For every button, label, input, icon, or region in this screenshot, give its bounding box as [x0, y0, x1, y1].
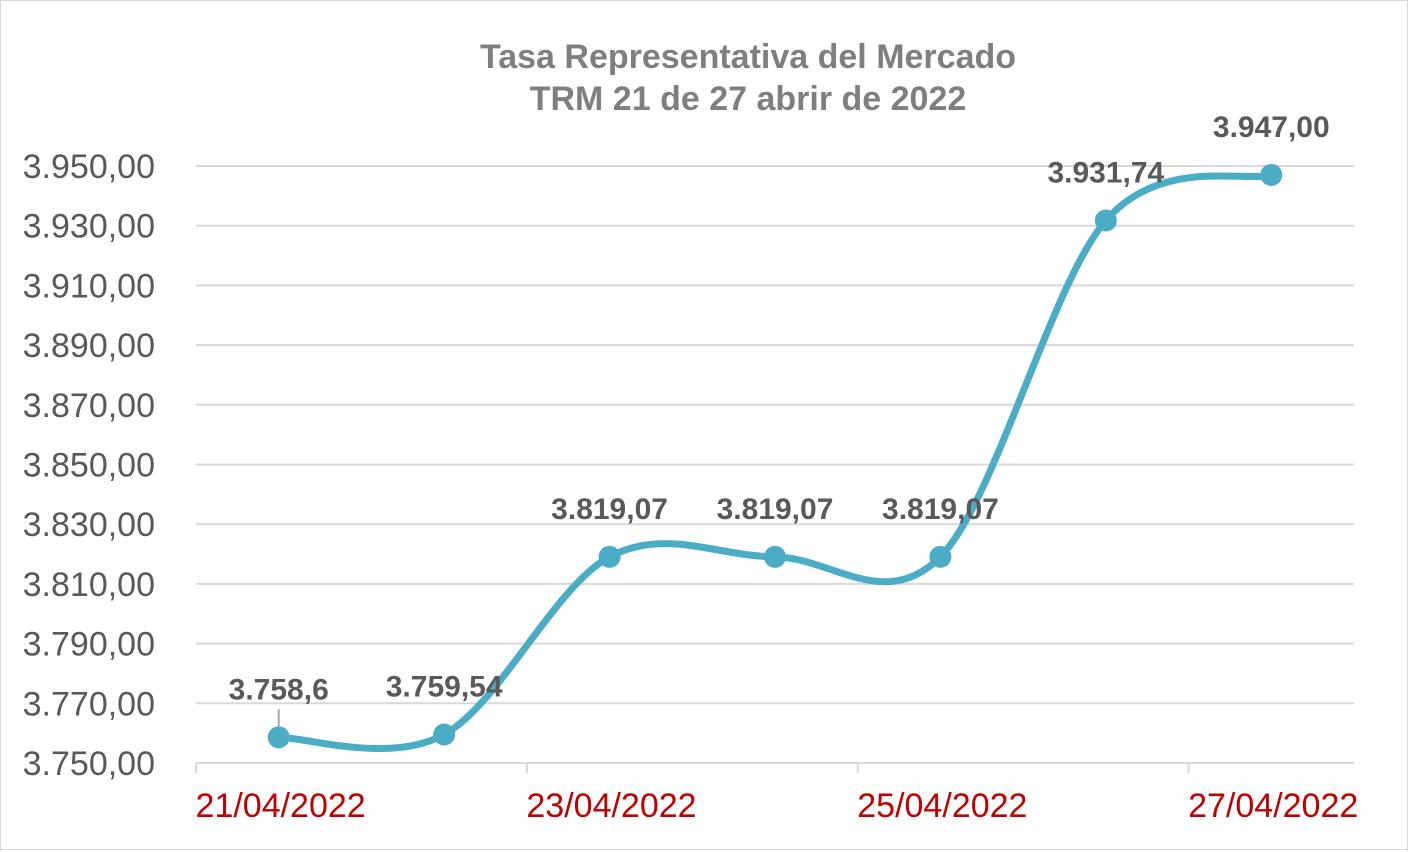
y-tick-label: 3.810,00: [23, 566, 155, 604]
data-point: [433, 723, 456, 746]
x-tick-label: 21/04/2022: [196, 787, 366, 825]
data-point: [1260, 163, 1283, 186]
x-tick-label: 25/04/2022: [857, 787, 1027, 825]
chart-title: Tasa Representativa del Mercado: [480, 38, 1016, 76]
data-label: 3.931,74: [1047, 157, 1164, 190]
y-tick-label: 3.790,00: [23, 626, 155, 664]
y-tick-label: 3.890,00: [23, 327, 155, 365]
y-tick-label: 3.870,00: [23, 387, 155, 425]
x-tick-label: 23/04/2022: [526, 787, 696, 825]
series-group: [267, 163, 1283, 753]
y-axis-ticks: 3.750,00 3.770,00 3.790,00 3.810,00 3.830,00…: [23, 148, 155, 783]
x-axis: 21/04/2022 23/04/2022 25/04/2022 27/04/2022: [195, 762, 1358, 825]
chart-subtitle: TRM 21 de 27 abrir de 2022: [530, 80, 967, 118]
data-point: [764, 545, 786, 568]
y-tick-label: 3.750,00: [23, 745, 155, 783]
y-tick-label: 3.910,00: [23, 267, 155, 305]
y-tick-label: 3.850,00: [23, 447, 155, 485]
data-label: 3.947,00: [1213, 111, 1330, 144]
data-point: [267, 726, 290, 749]
y-tick-label: 3.930,00: [23, 208, 155, 246]
data-point: [1094, 209, 1117, 232]
series-line: [275, 171, 1275, 753]
data-label: 3.819,07: [717, 493, 834, 526]
data-label: 3.758,6: [229, 673, 329, 706]
y-tick-label: 3.770,00: [23, 685, 155, 723]
data-point: [929, 545, 952, 568]
data-label: 3.819,07: [551, 493, 668, 526]
data-point: [598, 545, 621, 568]
y-tick-label: 3.830,00: [23, 506, 155, 544]
x-tick-label: 27/04/2022: [1188, 787, 1358, 825]
gridlines: [196, 165, 1354, 705]
data-labels: 3.758,6 3.759,54 3.819,07 3.819,07 3.819,07 3…: [229, 111, 1330, 728]
y-tick-label: 3.950,00: [23, 148, 155, 186]
data-label: 3.759,54: [386, 671, 503, 704]
data-label: 3.819,07: [882, 493, 999, 526]
